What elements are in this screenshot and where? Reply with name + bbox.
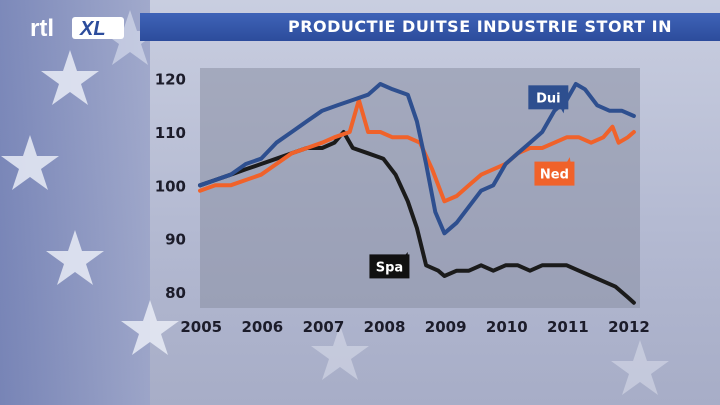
y-tick-label: 100 — [155, 177, 186, 195]
logo-rtl: rtl — [30, 15, 54, 42]
y-tick-label: 80 — [165, 284, 186, 302]
x-tick-label: 2011 — [547, 318, 589, 336]
y-tick-label: 120 — [155, 71, 186, 89]
x-tick-label: 2010 — [486, 318, 528, 336]
x-tick-label: 2005 — [180, 318, 222, 336]
label-box — [528, 85, 569, 110]
logo-xl: XL — [79, 18, 106, 40]
plot-area — [200, 68, 640, 308]
label-text: Spa — [376, 260, 403, 275]
x-tick-label: 2009 — [425, 318, 467, 336]
series-line-dui — [198, 82, 636, 236]
y-tick-label: 90 — [165, 231, 186, 249]
label-text: Dui — [536, 91, 561, 106]
series-label-dui: Dui — [528, 85, 569, 114]
x-axis-ticks: 2005 2006 2007 2008 2009 2010 2011 2012 — [180, 318, 650, 336]
series-lines — [198, 82, 636, 305]
label-box — [534, 161, 575, 186]
label-text: Ned — [540, 168, 569, 183]
page-title: PRODUCTIE DUITSE INDUSTRIE STORT IN — [288, 17, 672, 36]
y-axis-ticks: 80 90 100 110 120 — [155, 71, 186, 302]
label-box — [369, 254, 410, 279]
rtl-xl-logo: rtl XL — [30, 15, 124, 42]
series-label-ned: Ned — [534, 157, 575, 186]
series-line-ned — [198, 98, 636, 204]
y-tick-label: 110 — [155, 124, 186, 142]
series-label-spa: Spa — [369, 252, 410, 279]
x-tick-label: 2006 — [241, 318, 283, 336]
x-tick-label: 2007 — [303, 318, 345, 336]
x-tick-label: 2008 — [364, 318, 406, 336]
series-labels: Dui Ned Spa — [369, 85, 575, 279]
x-tick-label: 2012 — [608, 318, 650, 336]
title-bar: PRODUCTIE DUITSE INDUSTRIE STORT IN — [140, 13, 720, 41]
